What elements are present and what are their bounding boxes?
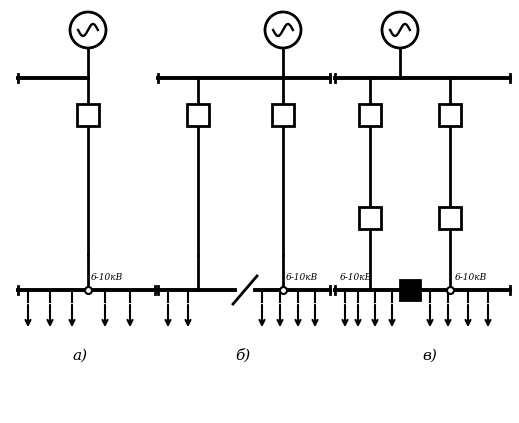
Bar: [400, 280, 420, 300]
Text: 6-10кВ: 6-10кВ: [91, 273, 123, 282]
Bar: [272, 104, 294, 126]
Text: в): в): [422, 349, 438, 363]
Bar: [77, 104, 99, 126]
Text: б): б): [236, 349, 251, 363]
Bar: [359, 104, 381, 126]
Bar: [439, 104, 461, 126]
Text: 6-10кВ: 6-10кВ: [455, 273, 487, 282]
Text: 6-10кВ: 6-10кВ: [340, 273, 372, 282]
Text: а): а): [73, 349, 88, 363]
Bar: [187, 104, 209, 126]
Bar: [439, 207, 461, 229]
Bar: [359, 207, 381, 229]
Text: 6-10кВ: 6-10кВ: [286, 273, 318, 282]
